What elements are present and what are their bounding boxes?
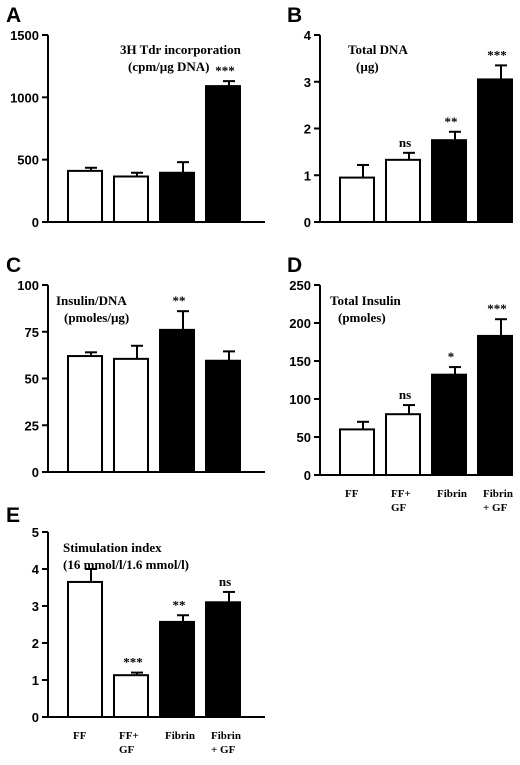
y-tick-label: 25 bbox=[25, 418, 39, 433]
category-label: Fibrin bbox=[483, 488, 513, 500]
y-tick-label: 250 bbox=[289, 278, 311, 293]
bar bbox=[113, 175, 149, 224]
chart-title-line: (pmoles/µg) bbox=[64, 310, 129, 325]
category-label: Fibrin bbox=[437, 488, 467, 500]
y-tick-label: 4 bbox=[32, 562, 40, 577]
y-tick-label: 0 bbox=[32, 710, 39, 725]
chart-title-line: Stimulation index bbox=[63, 540, 162, 555]
category-label: FF bbox=[73, 730, 87, 742]
panel-letter: A bbox=[6, 4, 21, 27]
bar bbox=[477, 334, 513, 477]
category-label: Fibrin bbox=[211, 730, 241, 742]
chart-title-line: (cpm/µg DNA) bbox=[128, 59, 210, 74]
chart-title-line: (16 mmol/l/1.6 mmol/l) bbox=[63, 557, 189, 572]
bar bbox=[477, 78, 513, 223]
y-tick-label: 1500 bbox=[10, 28, 39, 43]
bar bbox=[205, 85, 241, 224]
bar bbox=[339, 428, 375, 476]
y-tick-label: 100 bbox=[289, 392, 311, 407]
significance-label: ** bbox=[173, 293, 186, 308]
y-tick-label: 3 bbox=[304, 75, 311, 90]
significance-label: ns bbox=[219, 574, 231, 589]
bar bbox=[159, 328, 195, 473]
bar bbox=[67, 169, 103, 224]
category-label: FF+ bbox=[391, 488, 411, 500]
chart-title-line: Insulin/DNA bbox=[56, 293, 127, 308]
bar bbox=[385, 413, 421, 477]
significance-label: ** bbox=[445, 114, 458, 129]
category-label: + GF bbox=[211, 744, 236, 756]
bar bbox=[159, 620, 195, 718]
chart-title-line: (pmoles) bbox=[338, 310, 386, 325]
significance-label: ns bbox=[399, 387, 411, 402]
bar bbox=[339, 176, 375, 223]
bar bbox=[67, 580, 103, 719]
y-tick-label: 0 bbox=[304, 468, 311, 483]
category-label: GF bbox=[119, 744, 135, 756]
y-tick-label: 50 bbox=[297, 430, 311, 445]
significance-label: *** bbox=[123, 655, 143, 670]
significance-label: * bbox=[448, 349, 455, 364]
category-label: GF bbox=[391, 502, 407, 514]
y-tick-label: 1 bbox=[32, 673, 39, 688]
bar bbox=[113, 357, 149, 473]
bar bbox=[113, 674, 149, 719]
y-tick-label: 2 bbox=[32, 636, 39, 651]
panel-letter: C bbox=[6, 254, 21, 277]
chart-title-line: Total Insulin bbox=[330, 293, 401, 308]
y-tick-label: 0 bbox=[32, 215, 39, 230]
category-label: Fibrin bbox=[165, 730, 195, 742]
chart-panel-c: C 0 25 50 75 100 Insulin/DNA (pmoles/µg) ** bbox=[6, 254, 265, 480]
significance-label: *** bbox=[487, 47, 507, 62]
significance-label: ns bbox=[399, 135, 411, 150]
y-tick-label: 5 bbox=[32, 525, 39, 540]
y-tick-label: 1000 bbox=[10, 90, 39, 105]
chart-title-line: 3H Tdr incorporation bbox=[120, 42, 242, 57]
y-tick-label: 3 bbox=[32, 599, 39, 614]
panel-letter: B bbox=[287, 4, 302, 27]
y-tick-label: 150 bbox=[289, 354, 311, 369]
significance-label: *** bbox=[215, 63, 235, 78]
y-tick-label: 2 bbox=[304, 122, 311, 137]
bar bbox=[385, 158, 421, 223]
y-tick-label: 0 bbox=[304, 215, 311, 230]
y-tick-label: 500 bbox=[17, 153, 39, 168]
bar bbox=[431, 139, 467, 223]
category-label: FF bbox=[345, 488, 359, 500]
chart-title-line: Total DNA bbox=[348, 42, 408, 57]
chart-panel-a: A 0 500 1000 1500 3H Tdr incorporation (cpm/µg… bbox=[6, 4, 265, 230]
y-tick-label: 1 bbox=[304, 168, 311, 183]
y-tick-label: 50 bbox=[25, 372, 39, 387]
chart-title-line: (µg) bbox=[356, 59, 379, 74]
y-tick-label: 75 bbox=[25, 325, 39, 340]
y-tick-label: 100 bbox=[17, 278, 39, 293]
bar bbox=[205, 601, 241, 718]
bar bbox=[205, 359, 241, 473]
chart-panel-e: E 0 1 2 3 4 5 Stimulation index (16 mmol/l/1.6 m… bbox=[6, 504, 265, 756]
significance-label: *** bbox=[487, 301, 507, 316]
category-label: FF+ bbox=[119, 730, 139, 742]
chart-panel-d: D 0 50 100 150 200 250 Total Insulin (pmoles) FF n… bbox=[287, 254, 513, 514]
bar bbox=[159, 171, 195, 223]
bar bbox=[431, 373, 467, 476]
y-tick-label: 0 bbox=[32, 465, 39, 480]
category-label: + GF bbox=[483, 502, 508, 514]
bar bbox=[67, 355, 103, 473]
y-tick-label: 4 bbox=[304, 28, 312, 43]
panel-letter: E bbox=[6, 504, 20, 527]
y-tick-label: 200 bbox=[289, 316, 311, 331]
panel-letter: D bbox=[287, 254, 302, 277]
significance-label: ** bbox=[173, 597, 186, 612]
